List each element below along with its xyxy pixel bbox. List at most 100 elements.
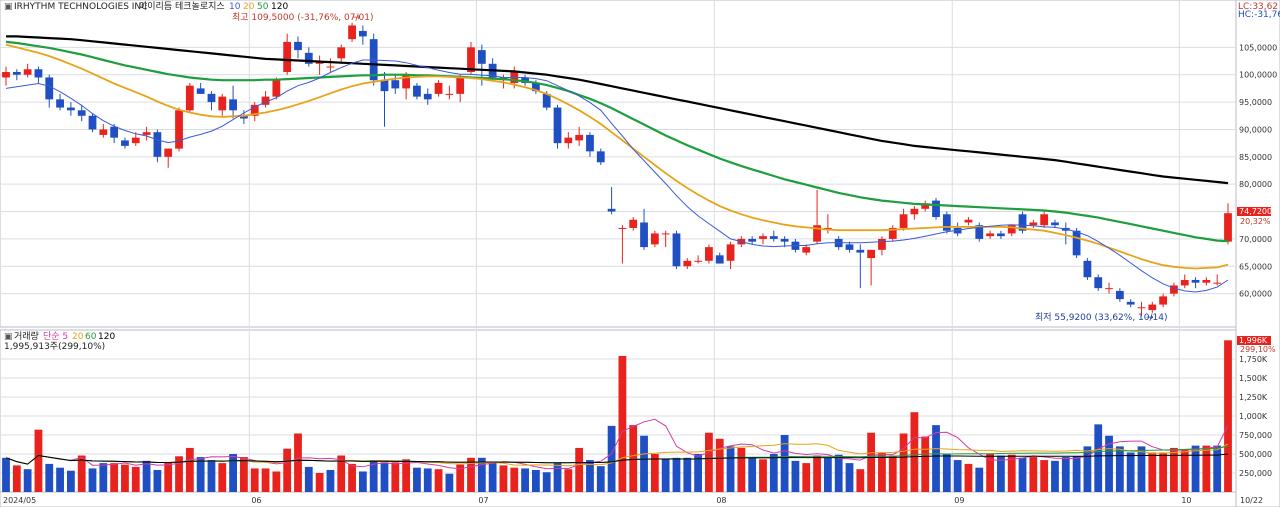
candle-body — [629, 219, 638, 228]
volume-bar — [1159, 452, 1168, 492]
candle-body — [564, 137, 573, 144]
candle-body — [661, 233, 670, 235]
korean-name: 아이리듬 테크놀로지스 — [139, 1, 225, 12]
volume-bar — [618, 355, 627, 492]
candle-body — [1105, 288, 1113, 290]
candle-body — [596, 151, 605, 163]
volume-bar — [467, 457, 475, 492]
volume-bar — [1051, 460, 1059, 492]
candle-body — [88, 115, 97, 130]
volume-bar — [196, 457, 205, 492]
candle-body — [1072, 230, 1081, 256]
volume-bar — [715, 438, 724, 492]
volume-bar — [1072, 456, 1081, 492]
candle-body — [867, 249, 876, 259]
candle-body — [997, 233, 1005, 237]
volume-bar — [650, 454, 659, 492]
volume-bar — [542, 472, 551, 492]
legend-ma10: 10 — [229, 2, 241, 12]
candle-body — [99, 129, 108, 135]
volume-bar — [99, 463, 108, 492]
volume-bar — [532, 469, 540, 492]
volume-bar — [921, 436, 930, 492]
volume-bar — [434, 469, 443, 492]
volume-bar — [153, 469, 162, 492]
volume-bar — [737, 447, 746, 492]
legend-ma20: 20 — [243, 2, 255, 12]
candle-body — [467, 47, 475, 72]
volume-bar — [802, 463, 811, 492]
volume-bar — [218, 463, 227, 492]
candle-body — [185, 85, 194, 111]
volume-bar — [23, 469, 32, 492]
volume-bar — [640, 435, 648, 492]
volume-bar — [564, 469, 573, 492]
candle-body — [607, 208, 616, 212]
candle-body — [207, 93, 216, 103]
volume-bar — [348, 463, 356, 492]
volume-bar — [2, 457, 10, 492]
price-tick-label: 70,0000 — [1239, 235, 1272, 244]
volume-ma60-label: 60 — [85, 332, 97, 342]
volume-bar — [380, 462, 389, 492]
candle-body — [823, 227, 832, 229]
current-volume: 1,996K — [1239, 336, 1268, 345]
volume-bar — [445, 473, 454, 492]
volume-panel[interactable] — [0, 329, 1237, 493]
hc-label: HC:-31,76 — [1238, 10, 1280, 20]
volume-bar — [856, 469, 865, 492]
volume-bar — [456, 464, 465, 492]
volume-bar — [586, 460, 594, 492]
volume-bar — [1224, 340, 1232, 492]
volume-bar — [45, 463, 54, 492]
candle-body — [272, 80, 281, 97]
volume-bar — [358, 471, 367, 492]
volume-bar — [878, 452, 886, 492]
candle-body — [672, 233, 681, 267]
volume-bar — [326, 469, 335, 492]
volume-bar — [304, 466, 313, 492]
volume-bar — [607, 425, 616, 492]
candle-body — [650, 233, 659, 245]
legend-box-marker: ▣ — [4, 2, 13, 12]
volume-bar — [769, 454, 778, 492]
candle-body — [532, 82, 540, 92]
price-tick-label: 95,0000 — [1239, 98, 1272, 107]
candle-body — [402, 74, 411, 89]
candle-body — [121, 140, 129, 146]
candle-body — [12, 71, 21, 75]
moving-average-lines — [5, 35, 1229, 293]
volume-bar — [1148, 452, 1157, 492]
candle-body — [1007, 225, 1016, 234]
candle-body — [932, 200, 940, 218]
high-arrow-icon: → — [353, 13, 361, 23]
volume-bar — [175, 456, 183, 492]
candle-body — [1137, 307, 1146, 309]
candle-body — [261, 96, 270, 105]
candle-body — [1213, 282, 1222, 284]
volume-bar — [337, 455, 346, 492]
candle-body — [575, 134, 584, 141]
candle-body — [586, 134, 594, 152]
x-tick-label: 10 — [1181, 496, 1191, 505]
volume-bar — [315, 473, 324, 492]
price-panel[interactable] — [0, 0, 1237, 328]
ma10-line — [5, 59, 1229, 293]
volume-tick-label: 1,750K — [1239, 355, 1268, 364]
candle-body — [942, 214, 951, 231]
current-change: 20,32% — [1240, 217, 1271, 226]
volume-bar — [910, 412, 919, 492]
candle-body — [45, 77, 54, 100]
x-tick-label: 08 — [716, 496, 726, 505]
candle-body — [1029, 222, 1038, 226]
candle-body — [640, 222, 648, 248]
volume-ma120-line — [5, 453, 1229, 465]
candle-body — [878, 238, 886, 250]
volume-ma120-label: 120 — [98, 332, 115, 342]
volume-tick-label: 1,500K — [1239, 374, 1268, 383]
volume-bar — [1083, 446, 1092, 492]
volume-bar — [953, 460, 962, 492]
candle-body — [553, 107, 562, 144]
volume-bar — [250, 468, 259, 492]
